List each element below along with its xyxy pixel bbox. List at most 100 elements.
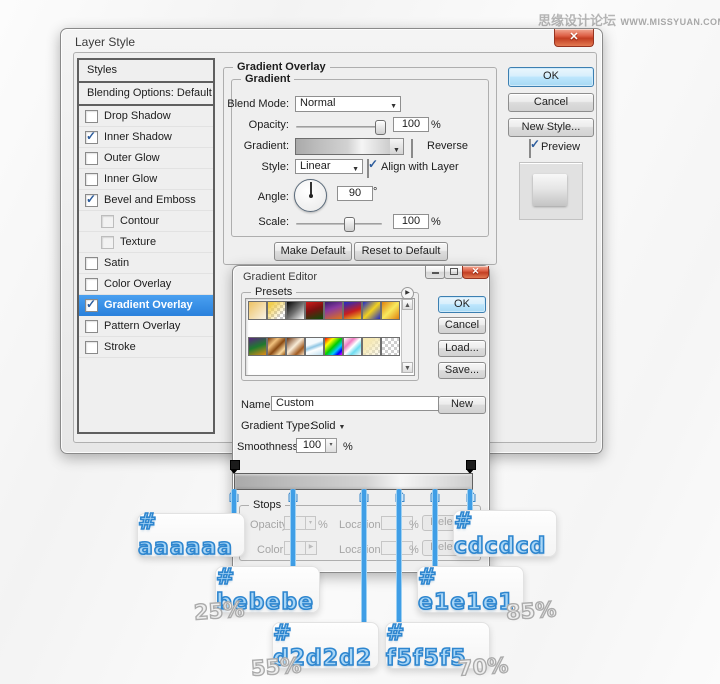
angle-value[interactable]: 90 (337, 186, 373, 201)
callout-f5f5f5: # f5f5f5 (385, 620, 490, 671)
texture-checkbox[interactable] (101, 235, 114, 249)
satin-checkbox[interactable] (85, 256, 98, 270)
sidebar-item-bevel-and-emboss[interactable]: Bevel and Emboss (79, 190, 213, 211)
scroll-down-icon[interactable]: ▼ (402, 362, 413, 373)
callout-line-bebebe (290, 489, 296, 568)
scale-slider[interactable] (296, 223, 382, 225)
gradient-overlay-group: Gradient Overlay (223, 61, 497, 265)
spinner-down-icon: ▾ (308, 520, 312, 526)
opacity-stop-left[interactable] (230, 460, 240, 474)
preset-swatch-3[interactable] (286, 301, 305, 320)
stop-opacity-spinner[interactable]: ▾ (305, 516, 316, 530)
outer-glow-checkbox[interactable] (85, 151, 98, 165)
drop-shadow-checkbox[interactable] (85, 109, 98, 123)
styles-list-header[interactable]: Styles (79, 60, 213, 83)
preset-swatch-12[interactable] (305, 337, 324, 356)
editor-cancel-button[interactable]: Cancel (438, 317, 486, 334)
preset-swatch-13[interactable] (324, 337, 343, 356)
sidebar-item-drop-shadow[interactable]: Drop Shadow (79, 106, 213, 127)
preset-swatch-1[interactable] (248, 301, 267, 320)
bevel-emboss-checkbox[interactable] (85, 192, 98, 207)
preset-swatch-5[interactable] (324, 301, 343, 320)
preset-swatch-9[interactable] (248, 337, 267, 356)
sidebar-item-texture[interactable]: Texture (79, 232, 213, 253)
sidebar-item-pattern-overlay[interactable]: Pattern Overlay (79, 316, 213, 337)
stop-color-picker-button[interactable]: ▶ (305, 541, 317, 555)
pattern-overlay-checkbox[interactable] (85, 319, 98, 333)
sidebar-item-contour[interactable]: Contour (79, 211, 213, 232)
opacity-slider-thumb[interactable] (375, 120, 386, 135)
preset-swatch-10[interactable] (267, 337, 286, 356)
smoothness-spinner[interactable]: ▾ (325, 438, 337, 453)
sidebar-item-stroke[interactable]: Stroke (79, 337, 213, 358)
gradient-preview[interactable] (295, 138, 391, 155)
gradient-overlay-checkbox[interactable] (85, 297, 98, 312)
close-icon: ✕ (471, 266, 480, 276)
contour-checkbox[interactable] (101, 214, 114, 228)
preset-swatch-4[interactable] (305, 301, 324, 320)
sidebar-item-inner-glow[interactable]: Inner Glow (79, 169, 213, 190)
opacity-stop-right[interactable] (466, 460, 476, 474)
maximize-button[interactable] (444, 266, 463, 279)
preview-label: Preview (541, 141, 581, 153)
sidebar-item-color-overlay[interactable]: Color Overlay (79, 274, 213, 295)
smoothness-value[interactable]: 100 (296, 438, 328, 453)
stops-legend: Stops (249, 499, 286, 511)
reset-to-default-button[interactable]: Reset to Default (354, 242, 448, 261)
sidebar-item-gradient-overlay[interactable]: Gradient Overlay (79, 295, 213, 316)
stroke-checkbox[interactable] (85, 340, 98, 354)
scroll-up-icon[interactable]: ▲ (402, 299, 413, 310)
inner-shadow-checkbox[interactable] (85, 129, 98, 144)
gradient-overlay-legend: Gradient Overlay (233, 61, 330, 73)
blend-mode-select[interactable]: Normal ▼ (295, 96, 401, 112)
angle-dial[interactable] (294, 179, 327, 212)
align-with-layer-label: Align with Layer (381, 161, 459, 173)
location-label-85: 85% (505, 597, 558, 626)
preset-swatch-11[interactable] (286, 337, 305, 356)
color-overlay-checkbox[interactable] (85, 277, 98, 291)
save-button[interactable]: Save... (438, 362, 486, 379)
scale-value[interactable]: 100 (393, 214, 429, 229)
preset-swatch-6[interactable] (343, 301, 362, 320)
smoothness-unit: % (343, 441, 353, 453)
scale-slider-thumb[interactable] (344, 217, 355, 232)
opacity-value[interactable]: 100 (393, 117, 429, 132)
chevron-down-icon: ▼ (390, 103, 397, 110)
sidebar-item-outer-glow[interactable]: Outer Glow (79, 148, 213, 169)
make-default-button[interactable]: Make Default (274, 242, 352, 261)
gradient-picker-button[interactable]: ▼ (390, 138, 404, 155)
preset-swatch-2[interactable] (267, 301, 286, 320)
load-button[interactable]: Load... (438, 340, 486, 357)
stops-group: Stops Opacity: ▾ % Location: % Delete Co… (239, 499, 481, 561)
smoothness-label: Smoothness: (237, 441, 302, 453)
sidebar-item-inner-shadow[interactable]: Inner Shadow (79, 127, 213, 148)
gradient-bar[interactable] (234, 473, 473, 490)
style-select[interactable]: Linear ▼ (295, 159, 363, 174)
sidebar-item-blending-options[interactable]: Blending Options: Default (79, 83, 213, 106)
presets-scrollbar[interactable]: ▲ ▼ (401, 299, 414, 373)
cancel-button[interactable]: Cancel (508, 93, 594, 112)
gradient-type-select[interactable]: Solid ▼ (311, 420, 346, 432)
align-with-layer-checkbox[interactable] (367, 159, 369, 178)
close-button[interactable]: ✕ (554, 29, 594, 47)
preview-checkbox[interactable] (529, 139, 531, 158)
name-input[interactable]: Custom (271, 396, 439, 411)
inner-glow-checkbox[interactable] (85, 172, 98, 186)
reverse-checkbox[interactable] (411, 139, 413, 158)
minimize-button[interactable] (425, 266, 445, 279)
callout-line-f5f5f5 (396, 489, 402, 624)
preset-swatch-16[interactable] (381, 337, 400, 356)
flyout-arrow-icon: ▶ (405, 290, 410, 296)
preset-swatch-14[interactable] (343, 337, 362, 356)
stop-opacity-location-unit: % (409, 519, 419, 531)
sidebar-item-satin[interactable]: Satin (79, 253, 213, 274)
preset-swatch-7[interactable] (362, 301, 381, 320)
new-button[interactable]: New (438, 396, 486, 414)
editor-ok-button[interactable]: OK (438, 296, 486, 313)
opacity-slider[interactable] (296, 126, 384, 128)
new-style-button[interactable]: New Style... (508, 118, 594, 137)
ok-button[interactable]: OK (508, 67, 594, 87)
preset-swatch-8[interactable] (381, 301, 400, 320)
preset-swatch-15[interactable] (362, 337, 381, 356)
editor-close-button[interactable]: ✕ (462, 266, 489, 279)
